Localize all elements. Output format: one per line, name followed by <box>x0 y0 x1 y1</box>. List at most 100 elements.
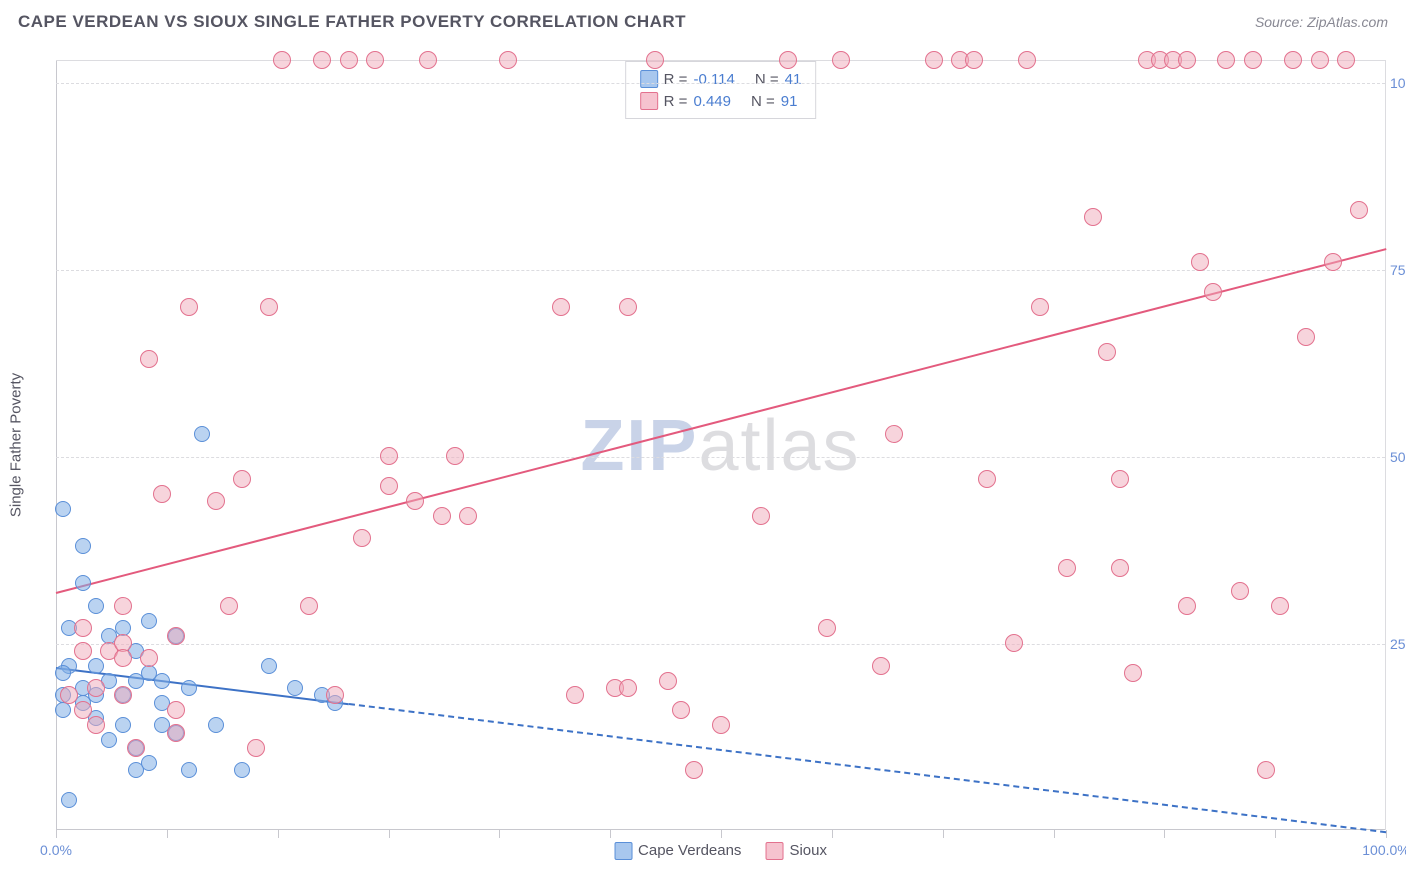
r-value: -0.114 <box>693 71 734 88</box>
data-point <box>114 597 132 615</box>
data-point <box>101 732 117 748</box>
x-tick-mark <box>56 830 57 838</box>
x-tick-mark <box>943 830 944 838</box>
data-point <box>1297 328 1315 346</box>
data-point <box>273 51 291 69</box>
data-point <box>552 298 570 316</box>
legend-label: Cape Verdeans <box>638 842 741 859</box>
x-tick-mark <box>1054 830 1055 838</box>
y-axis-label: Single Father Poverty <box>8 373 25 517</box>
data-point <box>1324 253 1342 271</box>
y-tick-label: 100.0% <box>1390 75 1406 91</box>
data-point <box>752 507 770 525</box>
n-label: N = <box>751 93 775 110</box>
legend-swatch <box>614 842 632 860</box>
r-label: R = <box>664 93 688 110</box>
data-point <box>167 627 185 645</box>
data-point <box>154 673 170 689</box>
data-point <box>1257 761 1275 779</box>
data-point <box>779 51 797 69</box>
data-point <box>60 686 78 704</box>
gridline-h <box>56 270 1385 271</box>
data-point <box>115 717 131 733</box>
source-name: ZipAtlas.com <box>1307 14 1388 30</box>
data-point <box>167 701 185 719</box>
data-point <box>181 680 197 696</box>
data-point <box>1178 597 1196 615</box>
data-point <box>1031 298 1049 316</box>
data-point <box>140 649 158 667</box>
x-tick-label: 100.0% <box>1362 842 1406 858</box>
data-point <box>965 51 983 69</box>
x-tick-mark <box>167 830 168 838</box>
data-point <box>1337 51 1355 69</box>
data-point <box>313 51 331 69</box>
x-tick-mark <box>610 830 611 838</box>
scatter-plot: ZIPatlas R = -0.114 N = 41 R = 0.449 N =… <box>56 60 1386 830</box>
data-point <box>234 762 250 778</box>
data-point <box>220 597 238 615</box>
data-point <box>1018 51 1036 69</box>
r-value: 0.449 <box>693 93 731 110</box>
data-point <box>140 350 158 368</box>
source-prefix: Source: <box>1255 14 1307 30</box>
data-point <box>75 538 91 554</box>
data-point <box>1350 201 1368 219</box>
data-point <box>260 298 278 316</box>
data-point <box>261 658 277 674</box>
legend-stat-row: R = 0.449 N = 91 <box>640 90 802 112</box>
data-point <box>353 529 371 547</box>
data-point <box>419 51 437 69</box>
data-point <box>75 575 91 591</box>
n-value: 91 <box>781 93 798 110</box>
data-point <box>1178 51 1196 69</box>
data-point <box>646 51 664 69</box>
n-value: 41 <box>785 71 802 88</box>
data-point <box>127 739 145 757</box>
data-point <box>180 298 198 316</box>
data-point <box>433 507 451 525</box>
n-label: N = <box>755 71 779 88</box>
chart-source: Source: ZipAtlas.com <box>1255 14 1388 30</box>
data-point <box>1217 51 1235 69</box>
data-point <box>712 716 730 734</box>
x-tick-label: 0.0% <box>40 842 72 858</box>
data-point <box>685 761 703 779</box>
data-point <box>1244 51 1262 69</box>
data-point <box>207 492 225 510</box>
data-point <box>88 658 104 674</box>
data-point <box>61 792 77 808</box>
data-point <box>247 739 265 757</box>
y-tick-label: 75.0% <box>1390 262 1406 278</box>
data-point <box>114 649 132 667</box>
data-point <box>287 680 303 696</box>
trend-line <box>56 248 1386 594</box>
gridline-h <box>56 457 1385 458</box>
data-point <box>925 51 943 69</box>
legend-swatch <box>640 92 658 110</box>
legend-swatch <box>765 842 783 860</box>
data-point <box>87 716 105 734</box>
legend-stat-row: R = -0.114 N = 41 <box>640 68 802 90</box>
data-point <box>885 425 903 443</box>
data-point <box>1005 634 1023 652</box>
data-point <box>672 701 690 719</box>
data-point <box>978 470 996 488</box>
data-point <box>233 470 251 488</box>
data-point <box>1124 664 1142 682</box>
data-point <box>1058 559 1076 577</box>
data-point <box>872 657 890 675</box>
data-point <box>459 507 477 525</box>
legend-item: Sioux <box>765 842 827 860</box>
data-point <box>167 724 185 742</box>
data-point <box>1098 343 1116 361</box>
data-point <box>141 613 157 629</box>
gridline-h <box>56 83 1385 84</box>
data-point <box>114 686 132 704</box>
data-point <box>55 665 71 681</box>
data-point <box>499 51 517 69</box>
legend-label: Sioux <box>789 842 827 859</box>
data-point <box>380 447 398 465</box>
data-point <box>74 701 92 719</box>
data-point <box>1271 597 1289 615</box>
